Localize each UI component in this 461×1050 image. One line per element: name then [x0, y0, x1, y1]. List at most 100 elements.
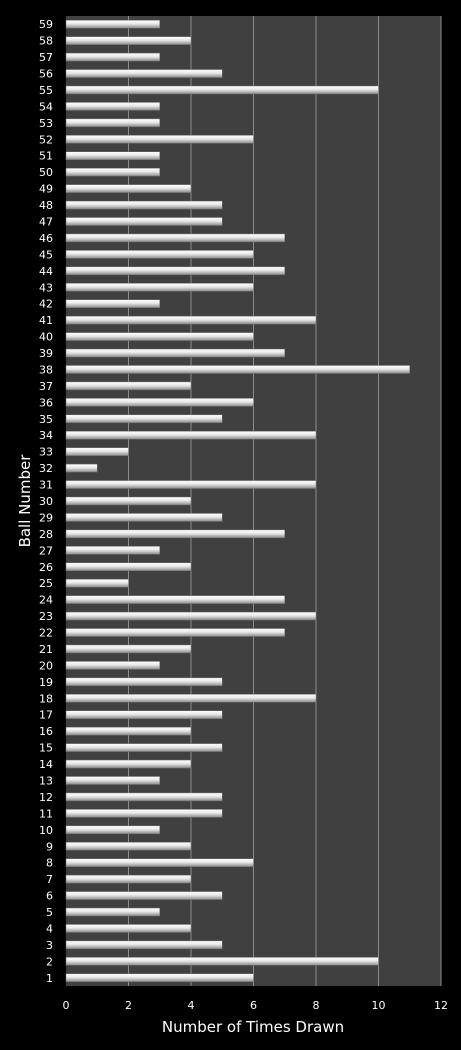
bar-ball-15	[65, 743, 223, 752]
bar-ball-14	[65, 759, 192, 769]
y-tick-label: 31	[39, 479, 53, 492]
bar-ball-9	[65, 842, 192, 851]
bar-ball-42	[65, 299, 160, 308]
bar-ball-51	[65, 151, 160, 160]
y-tick-label: 3	[46, 939, 53, 952]
bar-ball-22	[65, 628, 285, 637]
y-tick-label: 49	[39, 183, 53, 196]
y-tick-label: 55	[39, 84, 53, 97]
bar-ball-53	[65, 118, 160, 128]
bar-ball-47	[65, 217, 223, 226]
y-tick-label: 22	[39, 627, 53, 640]
bar-ball-40	[65, 332, 254, 341]
y-tick-label: 25	[39, 577, 53, 590]
y-tick-label: 58	[39, 35, 53, 48]
bar-ball-50	[65, 167, 160, 177]
bar-ball-13	[65, 776, 160, 785]
y-tick-labels: 1234567891011121314151617181920212223242…	[39, 18, 53, 985]
y-tick-label: 41	[39, 314, 53, 327]
y-tick-label: 45	[39, 248, 53, 261]
y-tick-label: 38	[39, 363, 53, 376]
y-tick-label: 24	[39, 594, 53, 607]
bar-ball-25	[65, 578, 129, 588]
bar-ball-52	[65, 135, 254, 144]
bar-ball-54	[65, 102, 160, 111]
y-tick-label: 2	[46, 955, 53, 968]
y-tick-label: 44	[39, 265, 53, 278]
y-tick-label: 52	[39, 133, 53, 146]
y-tick-label: 8	[46, 857, 53, 870]
bar-ball-29	[65, 513, 223, 522]
bar-ball-57	[65, 52, 160, 62]
y-tick-label: 37	[39, 380, 53, 393]
x-tick-label: 0	[63, 999, 70, 1012]
x-tick-labels: 0 2 4 6 8 10 12	[63, 999, 449, 1012]
y-axis-title: Ball Number	[16, 454, 34, 548]
bar-ball-7	[65, 874, 192, 884]
y-tick-label: 14	[39, 758, 53, 771]
y-tick-label: 42	[39, 298, 53, 311]
bar-ball-20	[65, 661, 160, 670]
bar-ball-39	[65, 348, 285, 358]
bar-ball-32	[65, 463, 98, 473]
y-tick-label: 12	[39, 791, 53, 804]
y-tick-label: 13	[39, 774, 53, 787]
y-tick-label: 19	[39, 676, 53, 689]
bar-ball-35	[65, 414, 223, 424]
bar-ball-2	[65, 957, 379, 966]
y-tick-label: 28	[39, 528, 53, 541]
y-tick-label: 50	[39, 166, 53, 179]
y-tick-label: 4	[46, 922, 53, 935]
y-tick-label: 47	[39, 216, 53, 229]
bar-ball-16	[65, 726, 192, 736]
y-tick-label: 27	[39, 544, 53, 557]
y-tick-label: 56	[39, 68, 53, 81]
bar-ball-5	[65, 907, 160, 917]
bar-ball-11	[65, 809, 223, 818]
bar-ball-26	[65, 562, 192, 572]
y-tick-label: 1	[46, 972, 53, 985]
bar-ball-30	[65, 496, 192, 506]
y-tick-label: 46	[39, 232, 53, 245]
bar-ball-46	[65, 233, 285, 243]
y-tick-label: 16	[39, 725, 53, 738]
bar-ball-10	[65, 825, 160, 835]
y-tick-label: 36	[39, 396, 53, 409]
y-tick-label: 57	[39, 51, 53, 64]
y-tick-label: 59	[39, 18, 53, 31]
y-tick-label: 18	[39, 692, 53, 705]
bar-ball-38	[65, 365, 410, 374]
y-tick-label: 17	[39, 709, 53, 722]
bars	[65, 19, 410, 983]
y-tick-label: 29	[39, 511, 53, 524]
y-tick-label: 33	[39, 446, 53, 459]
bar-ball-8	[65, 858, 254, 867]
bar-ball-44	[65, 266, 285, 276]
bar-ball-43	[65, 283, 254, 292]
bar-ball-37	[65, 381, 192, 391]
x-axis-title: Number of Times Drawn	[162, 1018, 344, 1036]
y-tick-label: 39	[39, 347, 53, 360]
bar-ball-4	[65, 924, 192, 933]
y-tick-label: 48	[39, 199, 53, 212]
x-tick-label: 10	[372, 999, 386, 1012]
bar-ball-41	[65, 315, 317, 325]
x-tick-label: 12	[434, 999, 448, 1012]
y-tick-label: 26	[39, 561, 53, 574]
y-tick-label: 20	[39, 659, 53, 672]
bar-ball-23	[65, 611, 317, 621]
bar-ball-48	[65, 200, 223, 210]
bar-ball-49	[65, 184, 192, 193]
y-tick-label: 30	[39, 495, 53, 508]
bar-ball-55	[65, 85, 379, 95]
bar-ball-18	[65, 694, 317, 703]
bar-ball-33	[65, 447, 129, 456]
bar-ball-19	[65, 677, 223, 687]
bar-ball-12	[65, 792, 223, 802]
y-tick-label: 15	[39, 742, 53, 755]
y-tick-label: 35	[39, 413, 53, 426]
bar-ball-21	[65, 644, 192, 654]
bar-ball-24	[65, 595, 285, 604]
bar-ball-3	[65, 940, 223, 950]
y-tick-label: 23	[39, 610, 53, 623]
